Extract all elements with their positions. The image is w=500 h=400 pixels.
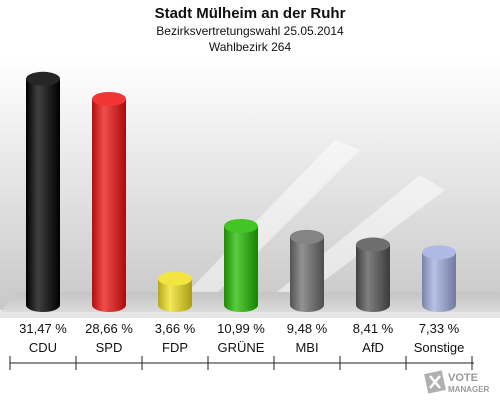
category-label-sonstige: Sonstige [414, 340, 465, 355]
chart-floor-front [0, 312, 500, 318]
ballot-cross-icon [424, 370, 446, 394]
value-label-cdu: 31,47 % [19, 321, 67, 336]
value-label-gr-ne: 10,99 % [217, 321, 265, 336]
value-label-sonstige: 7,33 % [419, 321, 460, 336]
bar-sonstige [422, 245, 456, 312]
chart-district: Wahlbezirk 264 [209, 40, 292, 54]
category-axis [9, 356, 474, 370]
bar-fdp [158, 271, 192, 312]
bar-afd [356, 237, 390, 312]
category-label-fdp: FDP [162, 340, 188, 355]
bar-spd [92, 92, 126, 312]
value-label-mbi: 9,48 % [287, 321, 328, 336]
logo-line1: VOTE [448, 372, 478, 384]
chart-title: Stadt Mülheim an der Ruhr [155, 5, 346, 22]
category-label-spd: SPD [96, 340, 123, 355]
category-label-mbi: MBI [295, 340, 318, 355]
bar-mbi [290, 229, 324, 312]
vote-manager-logo: VOTE MANAGER [424, 370, 490, 394]
bar-cdu [26, 71, 60, 312]
category-label-cdu: CDU [29, 340, 57, 355]
value-label-afd: 8,41 % [353, 321, 394, 336]
logo-line2: MANAGER [448, 385, 490, 394]
value-label-fdp: 3,66 % [155, 321, 196, 336]
category-label-afd: AfD [362, 340, 384, 355]
value-label-spd: 28,66 % [85, 321, 133, 336]
category-label-gr-ne: GRÜNE [218, 340, 265, 355]
bar-gr-ne [224, 219, 258, 312]
labels-group: 31,47 % CDU 28,66 % SPD 3,66 % FDP 10,99 % GRÜN… [19, 321, 464, 355]
bars-group [26, 71, 456, 312]
chart-subtitle: Bezirksvertretungswahl 25.05.2014 [156, 24, 344, 38]
